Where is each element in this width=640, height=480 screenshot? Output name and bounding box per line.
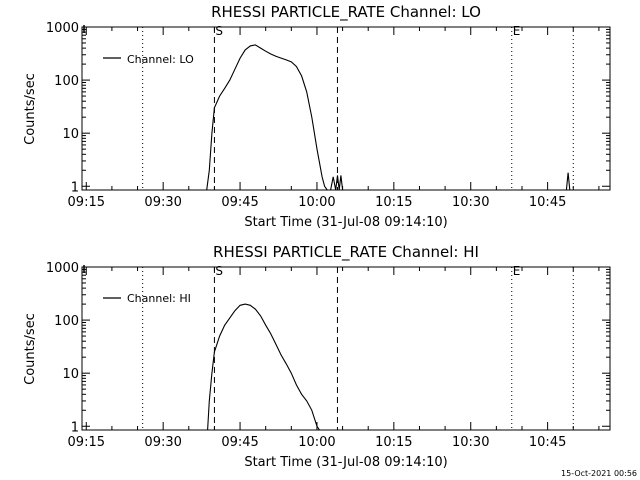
timestamp-footer: 15-Oct-2021 00:56 bbox=[561, 469, 637, 478]
panel-hi-legend-label: Channel: HI bbox=[127, 292, 191, 305]
x-tick-label: 10:15 bbox=[375, 435, 412, 450]
panel-hi-xlabel: Start Time (31-Jul-08 09:14:10) bbox=[244, 455, 447, 470]
series-line bbox=[565, 172, 571, 190]
marker-label: E bbox=[513, 264, 521, 278]
panel-hi: RHESSI PARTICLE_RATE Channel: HI Start T… bbox=[23, 243, 611, 470]
marker-label: S bbox=[215, 24, 223, 38]
series-line bbox=[206, 44, 328, 190]
axis-frame bbox=[81, 266, 611, 431]
x-tick-label: 10:15 bbox=[375, 195, 412, 210]
x-tick-label: 09:15 bbox=[68, 435, 105, 450]
panel-lo-xlabel: Start Time (31-Jul-08 09:14:10) bbox=[244, 215, 447, 230]
x-tick-label: 09:30 bbox=[144, 435, 181, 450]
x-tick-label: 10:45 bbox=[529, 195, 566, 210]
y-tick-label: 1 bbox=[71, 420, 79, 435]
x-tick-label: 10:30 bbox=[452, 435, 489, 450]
y-tick-label: 100 bbox=[54, 74, 79, 89]
y-tick-label: 10 bbox=[62, 367, 79, 382]
x-tick-label: 10:00 bbox=[298, 195, 335, 210]
panel-hi-plot: 09:15 09:30 09:45 10:00 10:15 10:30 10:45 1 10 10… bbox=[46, 261, 611, 450]
panel-lo: RHESSI PARTICLE_RATE Channel: LO Start T… bbox=[23, 3, 611, 230]
y-tick-label: 100 bbox=[54, 314, 79, 329]
y-tick-label: 10 bbox=[62, 127, 79, 142]
x-tick-label: 10:30 bbox=[452, 195, 489, 210]
x-tick-label: 10:00 bbox=[298, 435, 335, 450]
y-tick-label: 1000 bbox=[46, 261, 79, 276]
x-tick-label: 09:45 bbox=[221, 435, 258, 450]
marker-label: E bbox=[513, 24, 521, 38]
series-line bbox=[207, 303, 320, 430]
x-tick-label: 09:30 bbox=[144, 195, 181, 210]
x-tick-label: 09:45 bbox=[221, 195, 258, 210]
x-tick-label: 10:45 bbox=[529, 435, 566, 450]
panel-lo-plot: 09:15 09:30 09:45 10:00 10:15 10:30 10:45 1 10 10… bbox=[46, 21, 611, 210]
panel-lo-legend-label: Channel: LO bbox=[127, 53, 194, 66]
panel-lo-title: RHESSI PARTICLE_RATE Channel: LO bbox=[211, 3, 481, 22]
panel-lo-ylabel: Counts/sec bbox=[23, 73, 38, 145]
marker-label: S bbox=[215, 264, 223, 278]
panel-hi-title: RHESSI PARTICLE_RATE Channel: HI bbox=[213, 243, 479, 262]
x-tick-label: 09:15 bbox=[68, 195, 105, 210]
series-line bbox=[330, 175, 344, 190]
y-tick-label: 1 bbox=[71, 180, 79, 195]
axis-frame bbox=[81, 26, 611, 191]
panel-hi-ylabel: Counts/sec bbox=[23, 313, 38, 385]
y-tick-label: 1000 bbox=[46, 21, 79, 36]
